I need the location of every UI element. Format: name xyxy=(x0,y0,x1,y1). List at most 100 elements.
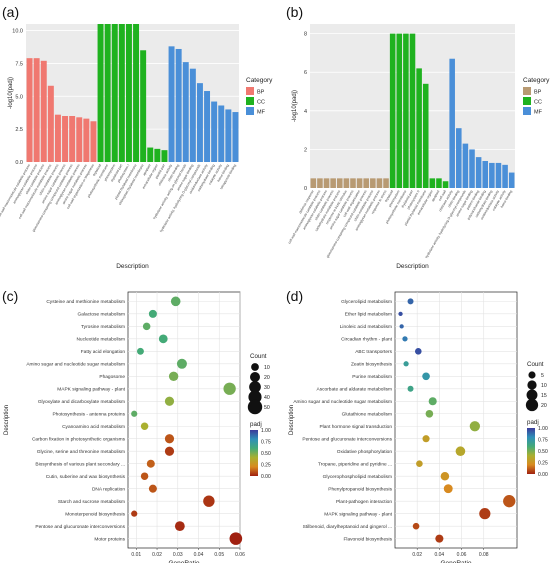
y-tick-label: Cysteine and methionine metabolism xyxy=(46,299,125,305)
y-tick-label: Fatty acid elongation xyxy=(81,349,126,355)
color-legend-label: 0.75 xyxy=(261,440,271,446)
y-tick-label: Starch and sucrose metabolism xyxy=(58,499,125,505)
y-tick-label: Plant hormone signal transduction xyxy=(319,424,392,430)
bar xyxy=(125,24,132,162)
dot xyxy=(435,534,444,543)
bar xyxy=(456,128,462,188)
y-tick-label: Galactose metabolism xyxy=(78,312,125,318)
bar xyxy=(26,58,33,162)
bar xyxy=(403,33,409,188)
y-tick-label: 2.5 xyxy=(15,127,23,133)
size-legend-dot xyxy=(249,371,261,383)
size-legend-label: 20 xyxy=(264,375,270,381)
dot xyxy=(422,435,430,443)
panel-label-c: (c) xyxy=(2,288,19,304)
bar xyxy=(196,83,203,162)
y-tick-label: Monoterpenoid biosynthesis xyxy=(65,511,125,517)
y-axis-label: Description xyxy=(289,405,295,435)
y-tick-label: ABC transporters xyxy=(355,349,392,355)
plot-background xyxy=(26,24,239,162)
color-legend-bar xyxy=(250,430,258,476)
legend-swatch xyxy=(523,107,531,115)
dot xyxy=(402,336,408,342)
color-legend-label: 0.75 xyxy=(538,438,548,444)
dot xyxy=(148,484,157,493)
bar xyxy=(462,143,469,188)
bar xyxy=(495,162,502,188)
size-legend-dot xyxy=(249,381,261,393)
y-tick-label: 4 xyxy=(304,109,307,115)
bar xyxy=(204,91,211,162)
y-tick-label: Ether lipid metabolism xyxy=(345,312,392,318)
dot xyxy=(131,510,138,517)
dot xyxy=(203,495,215,507)
bar xyxy=(317,178,323,188)
dot xyxy=(428,397,437,406)
x-axis-label: Description xyxy=(396,263,429,270)
size-legend-label: 10 xyxy=(541,383,547,389)
y-tick-label: 0 xyxy=(304,186,307,192)
bar xyxy=(161,150,168,162)
x-tick-label: apoplast xyxy=(142,163,152,176)
y-tick-label: Amino sugar and nucleotide sugar metabol… xyxy=(26,362,125,368)
bar xyxy=(47,85,54,162)
dot-panel-c: 0.01 0.02 0.03 0.04 0.05 0.06 Cysteine and met… xyxy=(4,291,271,563)
y-axis-label: Description xyxy=(4,405,10,435)
bar xyxy=(232,112,239,162)
y-tick-label: Carbon fixation in photosynthetic organi… xyxy=(32,437,126,443)
legend-swatch xyxy=(523,87,531,95)
x-tick-label: 0.08 xyxy=(479,552,489,558)
dot xyxy=(174,521,185,532)
y-tick-label: Phenylpropanoid biosynthesis xyxy=(328,486,392,492)
size-legend-dot xyxy=(526,389,538,401)
size-legend-label: 10 xyxy=(264,365,270,371)
bar xyxy=(154,148,161,162)
bar xyxy=(33,58,40,162)
y-tick-label: Zeatin biosynthesis xyxy=(351,362,393,368)
dot xyxy=(414,348,422,355)
legend-title: Category xyxy=(246,77,273,84)
dot xyxy=(140,422,149,430)
dot xyxy=(398,311,403,317)
bar xyxy=(356,178,363,188)
dot xyxy=(158,334,168,344)
size-legend-dot xyxy=(248,390,262,404)
color-legend-label: 0.00 xyxy=(261,474,271,480)
y-tick-label: MAPK signaling pathway - plant xyxy=(324,511,392,517)
bar xyxy=(133,24,140,162)
x-tick-label: apoplast xyxy=(431,189,441,202)
y-tick-label: Cyanoamino acid metabolism xyxy=(62,424,125,430)
bar xyxy=(323,178,330,188)
x-axis-label: GeneRatio xyxy=(440,560,471,563)
y-axis-label: -log10(padj) xyxy=(292,90,298,122)
y-tick-label: Biosynthesis of various plant secondary … xyxy=(35,462,125,468)
size-legend-title: Count xyxy=(527,361,544,368)
bar xyxy=(489,162,495,188)
dot xyxy=(164,434,175,444)
x-tick-label: 0.04 xyxy=(194,552,204,558)
legend-label: MF xyxy=(534,110,543,116)
bar xyxy=(175,48,182,162)
y-tick-label: 2 xyxy=(304,147,307,153)
dot xyxy=(503,495,516,508)
y-tick-label: Glycine, serine and threonine metabolism xyxy=(37,449,125,455)
bar xyxy=(343,178,350,188)
y-tick-label: MAPK signaling pathway - plant xyxy=(57,387,125,393)
legend-title: Category xyxy=(523,77,550,84)
y-tick-label: 0.0 xyxy=(15,160,23,166)
x-tick-label: 0.04 xyxy=(434,552,444,558)
dot xyxy=(223,382,236,395)
bar xyxy=(111,24,118,162)
bar xyxy=(409,33,416,188)
color-legend-label: 0.50 xyxy=(538,449,548,455)
size-legend-title: Count xyxy=(250,353,267,360)
size-legend-label: 20 xyxy=(541,403,547,409)
plot-frame xyxy=(127,291,241,549)
legend-label: CC xyxy=(534,100,542,106)
y-tick-label: Circadian rhythm - plant xyxy=(341,337,393,343)
x-tick-label: 0.03 xyxy=(173,552,183,558)
legend-swatch xyxy=(246,107,254,115)
size-legend-dot xyxy=(528,371,536,379)
color-legend-label: 0.25 xyxy=(261,463,271,469)
dot xyxy=(407,298,414,305)
